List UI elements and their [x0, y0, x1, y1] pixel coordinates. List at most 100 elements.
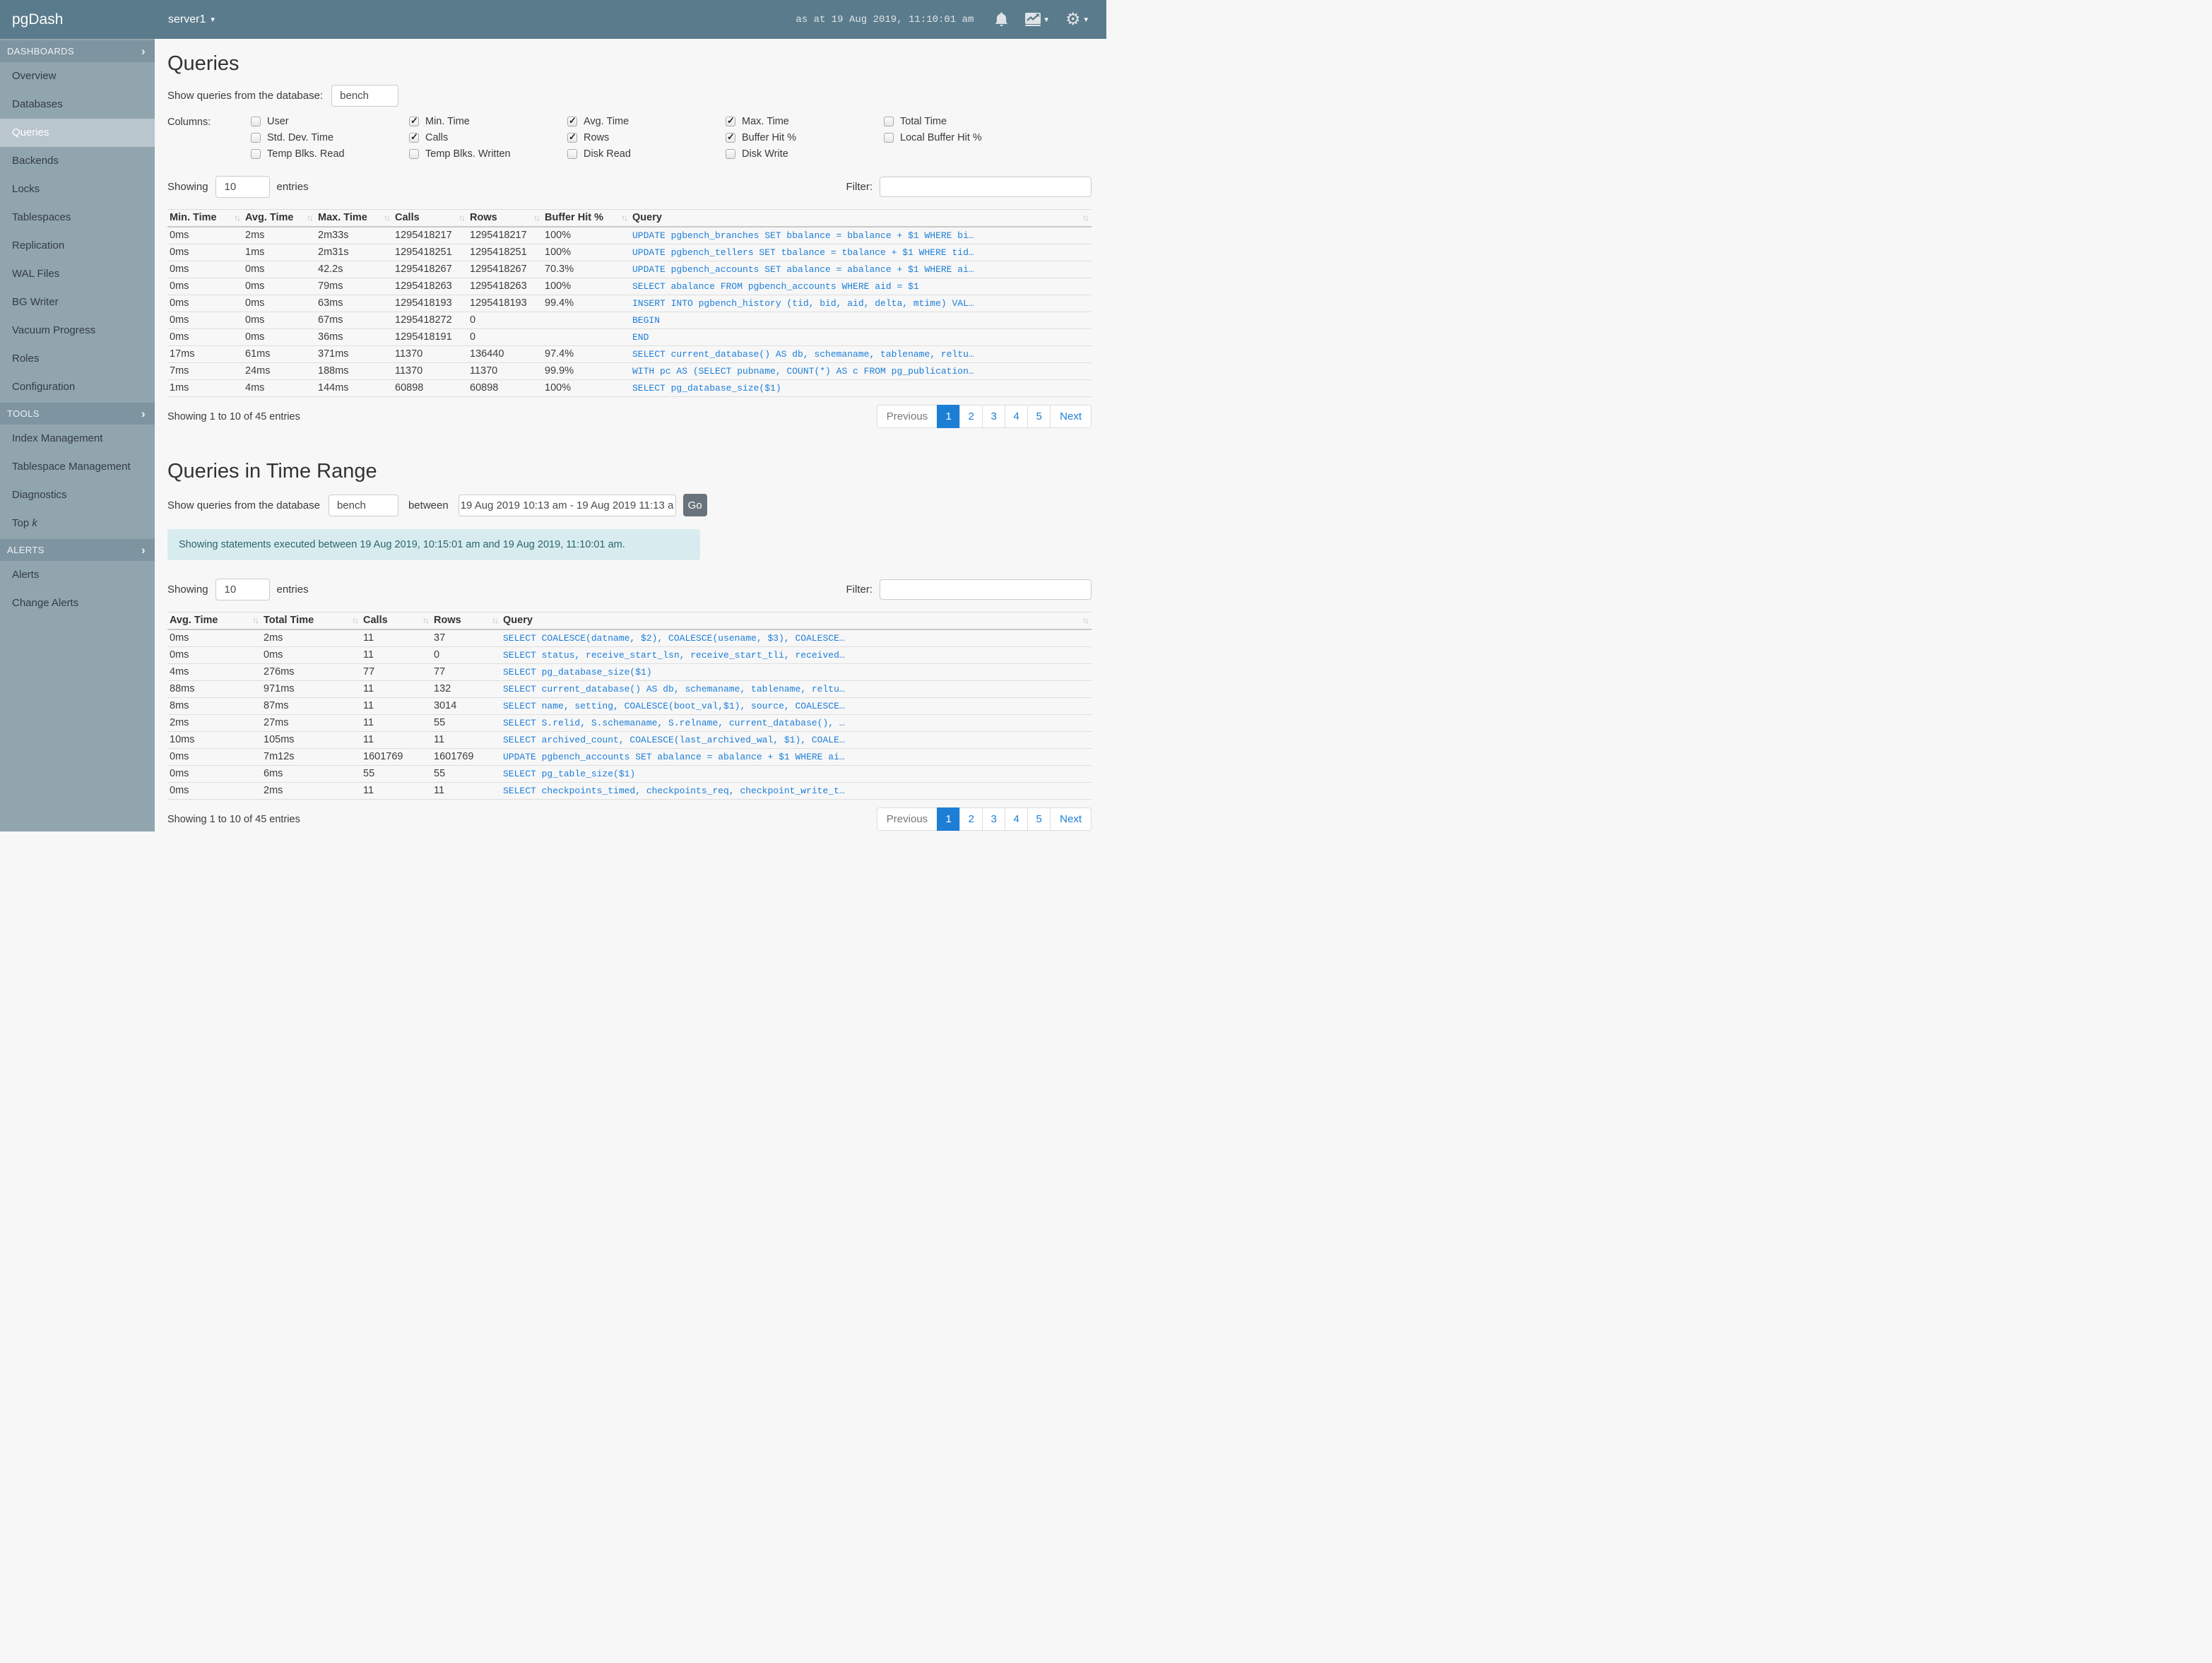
sidebar-item-configuration[interactable]: Configuration: [12, 381, 76, 393]
checkbox-local-buffer-hit[interactable]: Local Buffer Hit %: [884, 132, 1042, 143]
query-link[interactable]: SELECT COALESCE(datname, $2), COALESCE(u…: [503, 633, 845, 644]
column-header-max-time[interactable]: Max. Time ↑↓: [316, 209, 393, 227]
sidebar-item-backends[interactable]: Backends: [12, 155, 59, 167]
pagination-page-1[interactable]: 1: [937, 405, 961, 428]
query-link[interactable]: UPDATE pgbench_accounts SET abalance = a…: [632, 264, 974, 275]
checkbox-std-dev-time[interactable]: Std. Dev. Time: [251, 132, 409, 143]
pagination-next[interactable]: Next: [1050, 807, 1092, 831]
checkbox-checked-icon[interactable]: [567, 131, 577, 143]
pagination-next[interactable]: Next: [1050, 405, 1092, 428]
entries-count-input[interactable]: [215, 176, 270, 198]
checkbox-min-time[interactable]: Min. Time: [409, 115, 567, 127]
settings-menu-button[interactable]: ⚙ ▾: [1065, 11, 1088, 28]
checkbox-unchecked-icon[interactable]: [567, 148, 577, 159]
checkbox-unchecked-icon[interactable]: [884, 132, 894, 143]
query-link[interactable]: SELECT current_database() AS db, scheman…: [632, 349, 974, 360]
query-link[interactable]: UPDATE pgbench_tellers SET tbalance = tb…: [632, 247, 974, 258]
checkbox-buffer-hit[interactable]: Buffer Hit %: [726, 131, 884, 143]
checkbox-temp-blks-written[interactable]: Temp Blks. Written: [409, 148, 567, 160]
query-link[interactable]: SELECT pg_table_size($1): [503, 769, 636, 779]
pagination-page-2[interactable]: 2: [959, 807, 983, 831]
checkbox-unchecked-icon[interactable]: [251, 132, 261, 143]
query-link[interactable]: SELECT status, receive_start_lsn, receiv…: [503, 650, 845, 661]
checkbox-unchecked-icon[interactable]: [251, 148, 261, 159]
sidebar-item-top-k[interactable]: Top k: [12, 517, 37, 529]
pagination-page-2[interactable]: 2: [959, 405, 983, 428]
sidebar-item-alerts[interactable]: Alerts: [12, 569, 40, 581]
checkbox-checked-icon[interactable]: [409, 131, 419, 143]
query-link[interactable]: SELECT pg_database_size($1): [503, 667, 652, 677]
column-header-avg-time[interactable]: Avg. Time ↑↓: [243, 209, 316, 227]
pagination-page-1[interactable]: 1: [937, 807, 961, 831]
query-link[interactable]: UPDATE pgbench_accounts SET abalance = a…: [503, 752, 845, 762]
query-link[interactable]: END: [632, 332, 649, 343]
sidebar-item-vacuum-progress[interactable]: Vacuum Progress: [12, 324, 96, 336]
column-header-calls[interactable]: Calls ↑↓: [393, 209, 468, 227]
checkbox-checked-icon[interactable]: [726, 131, 735, 143]
pagination-page-5[interactable]: 5: [1027, 807, 1051, 831]
database-input[interactable]: [331, 85, 399, 107]
pagination-page-3[interactable]: 3: [982, 807, 1006, 831]
database-input-timerange[interactable]: [328, 494, 398, 516]
pagination-page-3[interactable]: 3: [982, 405, 1006, 428]
checkbox-avg-time[interactable]: Avg. Time: [567, 115, 726, 127]
checkbox-disk-read[interactable]: Disk Read: [567, 148, 726, 160]
sidebar-section-tools[interactable]: TOOLS ›: [0, 403, 155, 425]
entries-count-input-timerange[interactable]: [215, 579, 270, 600]
sidebar-item-change-alerts[interactable]: Change Alerts: [12, 597, 79, 609]
checkbox-max-time[interactable]: Max. Time: [726, 115, 884, 127]
sidebar-item-databases[interactable]: Databases: [12, 98, 63, 110]
filter-input[interactable]: [880, 177, 1092, 197]
sidebar-item-diagnostics[interactable]: Diagnostics: [12, 489, 67, 501]
checkbox-total-time[interactable]: Total Time: [884, 116, 1042, 127]
pagination-previous[interactable]: Previous: [876, 405, 938, 428]
sidebar-section-alerts[interactable]: ALERTS ›: [0, 539, 155, 561]
server-selector[interactable]: server1 ▾: [168, 13, 215, 26]
pagination-page-4[interactable]: 4: [1005, 807, 1029, 831]
column-header-total-time[interactable]: Total Time ↑↓: [261, 612, 361, 630]
query-link[interactable]: SELECT name, setting, COALESCE(boot_val,…: [503, 701, 845, 711]
charts-menu-button[interactable]: ▾: [1025, 13, 1048, 26]
query-link[interactable]: INSERT INTO pgbench_history (tid, bid, a…: [632, 298, 974, 309]
sidebar-item-roles[interactable]: Roles: [12, 353, 40, 365]
notifications-bell-button[interactable]: [995, 12, 1008, 28]
sidebar-item-index-management[interactable]: Index Management: [12, 432, 103, 444]
sidebar-item-replication[interactable]: Replication: [12, 239, 65, 251]
pagination-page-5[interactable]: 5: [1027, 405, 1051, 428]
query-link[interactable]: SELECT abalance FROM pgbench_accounts WH…: [632, 281, 919, 292]
sidebar-item-tablespace-management[interactable]: Tablespace Management: [12, 461, 131, 473]
pagination-previous[interactable]: Previous: [876, 807, 938, 831]
sidebar-item-locks[interactable]: Locks: [12, 183, 40, 195]
query-link[interactable]: BEGIN: [632, 315, 661, 326]
query-link[interactable]: UPDATE pgbench_branches SET bbalance = b…: [632, 230, 974, 241]
query-link[interactable]: SELECT pg_database_size($1): [632, 383, 781, 393]
checkbox-temp-blks-read[interactable]: Temp Blks. Read: [251, 148, 409, 160]
checkbox-checked-icon[interactable]: [567, 115, 577, 126]
query-link[interactable]: SELECT archived_count, COALESCE(last_arc…: [503, 735, 845, 745]
date-range-input[interactable]: [458, 494, 676, 516]
sidebar-item-tablespaces[interactable]: Tablespaces: [12, 211, 71, 223]
sidebar-item-overview[interactable]: Overview: [12, 70, 57, 82]
checkbox-unchecked-icon[interactable]: [726, 148, 735, 159]
checkbox-user[interactable]: User: [251, 116, 409, 127]
checkbox-calls[interactable]: Calls: [409, 131, 567, 143]
sidebar-item-bg-writer[interactable]: BG Writer: [12, 296, 59, 308]
pagination-page-4[interactable]: 4: [1005, 405, 1029, 428]
sidebar-item-wal-files[interactable]: WAL Files: [12, 268, 60, 280]
checkbox-checked-icon[interactable]: [409, 115, 419, 126]
sidebar-section-dashboards[interactable]: DASHBOARDS ›: [0, 40, 155, 62]
column-header-avg-time[interactable]: Avg. Time ↑↓: [167, 612, 261, 630]
column-header-calls[interactable]: Calls ↑↓: [361, 612, 432, 630]
column-header-buffer-hit[interactable]: Buffer Hit % ↑↓: [543, 209, 630, 227]
query-link[interactable]: SELECT current_database() AS db, scheman…: [503, 684, 845, 694]
column-header-query[interactable]: Query ↑↓: [501, 612, 1092, 630]
checkbox-unchecked-icon[interactable]: [884, 116, 894, 126]
sidebar-item-queries[interactable]: Queries: [0, 119, 155, 147]
query-link[interactable]: SELECT S.relid, S.schemaname, S.relname,…: [503, 718, 845, 728]
checkbox-rows[interactable]: Rows: [567, 131, 726, 143]
query-link[interactable]: SELECT checkpoints_timed, checkpoints_re…: [503, 786, 845, 796]
filter-input-timerange[interactable]: [880, 579, 1092, 600]
checkbox-checked-icon[interactable]: [726, 115, 735, 126]
column-header-query[interactable]: Query ↑↓: [630, 209, 1092, 227]
checkbox-unchecked-icon[interactable]: [409, 148, 419, 159]
